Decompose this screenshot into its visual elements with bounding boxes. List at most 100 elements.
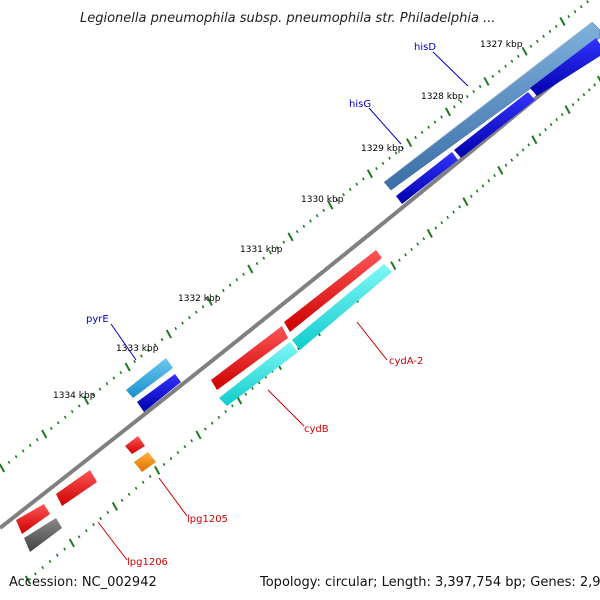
inner-tick — [487, 179, 491, 183]
inner-tick — [24, 575, 32, 585]
outer-tick — [521, 46, 528, 56]
inner-tick — [68, 538, 75, 548]
outer-tick — [548, 29, 552, 33]
inner-tick — [127, 492, 131, 496]
inner-tick — [434, 226, 438, 230]
inner-tick — [92, 523, 95, 527]
feature-lpg1206[interactable] — [16, 470, 97, 552]
outer-tick — [153, 343, 157, 347]
outer-tick — [287, 232, 294, 242]
outer-tick — [98, 387, 102, 391]
gene-label-lpg1205[interactable]: lpg1205 — [187, 514, 228, 525]
gene-label-cydA-2[interactable]: cydA-2 — [389, 356, 423, 367]
outer-tick — [440, 115, 443, 119]
inner-tick — [426, 228, 433, 238]
outer-tick — [504, 64, 507, 68]
outer-tick — [146, 348, 150, 353]
gene-label-pyrE[interactable]: pyrE — [86, 314, 109, 325]
inner-tick — [111, 501, 118, 511]
inner-tick — [203, 427, 207, 431]
outer-tick — [194, 310, 198, 314]
inner-tick — [531, 135, 538, 145]
inner-tick — [458, 205, 461, 209]
feature-lpg1205[interactable] — [125, 436, 156, 472]
outer-tick — [427, 125, 430, 129]
inner-tick — [55, 553, 59, 557]
feature-pyrE[interactable] — [126, 358, 181, 412]
outer-tick — [77, 404, 81, 408]
outer-tick — [554, 24, 558, 29]
outer-tick — [559, 17, 566, 26]
outer-tick — [529, 44, 533, 48]
inner-tick — [217, 415, 221, 419]
inner-tick — [398, 258, 401, 262]
outer-tick — [275, 245, 279, 250]
outer-tick — [91, 393, 95, 397]
inner-tick — [516, 153, 519, 157]
inner-tick — [587, 88, 591, 92]
inner-tick — [141, 480, 145, 484]
feature-dark-blue-strip[interactable] — [396, 38, 600, 204]
kbp-label-1327: 1327 kbp — [480, 40, 523, 50]
outer-tick — [282, 240, 286, 244]
inner-tick — [84, 529, 88, 533]
outer-tick — [215, 294, 218, 298]
outer-tick — [21, 449, 25, 453]
inner-tick — [169, 456, 173, 461]
leader-pyrE — [110, 323, 137, 361]
inner-tick — [446, 215, 450, 219]
inner-tick — [544, 128, 547, 132]
inner-tick — [510, 158, 514, 162]
gene-label-cydB[interactable]: cydB — [304, 424, 329, 435]
gene-label-hisG[interactable]: hisG — [349, 99, 371, 110]
gene-label-lpg1206[interactable]: lpg1206 — [127, 557, 168, 568]
outer-tick — [491, 74, 495, 78]
inner-tick — [195, 430, 202, 440]
outer-tick — [420, 130, 424, 134]
inner-tick — [527, 143, 531, 147]
outer-tick — [119, 370, 123, 375]
inner-tick — [390, 261, 397, 271]
feature-cydA-2[interactable] — [284, 250, 392, 350]
outer-tick — [14, 455, 18, 459]
kbp-label-1328: 1328 kbp — [421, 92, 464, 102]
feature-hisD-strip[interactable] — [383, 21, 600, 191]
kbp-label-1332: 1332 kbp — [178, 294, 221, 304]
outer-tick — [140, 354, 143, 358]
outer-tick — [83, 395, 90, 405]
outer-tick — [0, 463, 6, 473]
inner-tick — [34, 572, 37, 576]
outer-tick — [406, 138, 413, 148]
outer-tick — [247, 264, 254, 274]
outer-tick — [49, 426, 53, 430]
outer-tick — [375, 166, 378, 171]
inner-tick — [555, 117, 558, 122]
inner-tick — [462, 197, 469, 207]
outer-tick — [105, 382, 109, 386]
inner-tick — [99, 516, 103, 521]
inner-tick — [244, 392, 248, 396]
outer-tick — [366, 169, 373, 179]
inner-tick — [538, 133, 542, 137]
outer-tick — [63, 415, 67, 419]
kbp-label-1331: 1331 kbp — [240, 245, 283, 255]
gene-leader-lines — [97, 51, 469, 561]
kbp-label-1330: 1330 kbp — [301, 195, 344, 205]
inner-tick — [190, 439, 194, 443]
outer-tick — [133, 359, 136, 364]
accession-text: Accession: NC_002942 — [9, 575, 157, 590]
outer-tick — [309, 219, 312, 223]
outer-tick — [444, 107, 452, 117]
feature-cydB[interactable] — [211, 326, 298, 406]
outer-tick — [124, 362, 131, 372]
outer-tick — [188, 316, 191, 320]
outer-tick — [160, 337, 164, 342]
gene-label-hisD[interactable]: hisD — [414, 42, 436, 53]
inner-tick — [77, 535, 81, 539]
gene-label-group: hisD hisG pyrE cydA-2 cydB lpg1205 lpg12… — [86, 42, 436, 568]
inner-tick — [560, 112, 564, 117]
inner-tick — [224, 409, 228, 414]
genome-summary-text: Topology: circular; Length: 3,397,754 bp… — [259, 575, 600, 590]
outer-tick — [510, 59, 514, 63]
